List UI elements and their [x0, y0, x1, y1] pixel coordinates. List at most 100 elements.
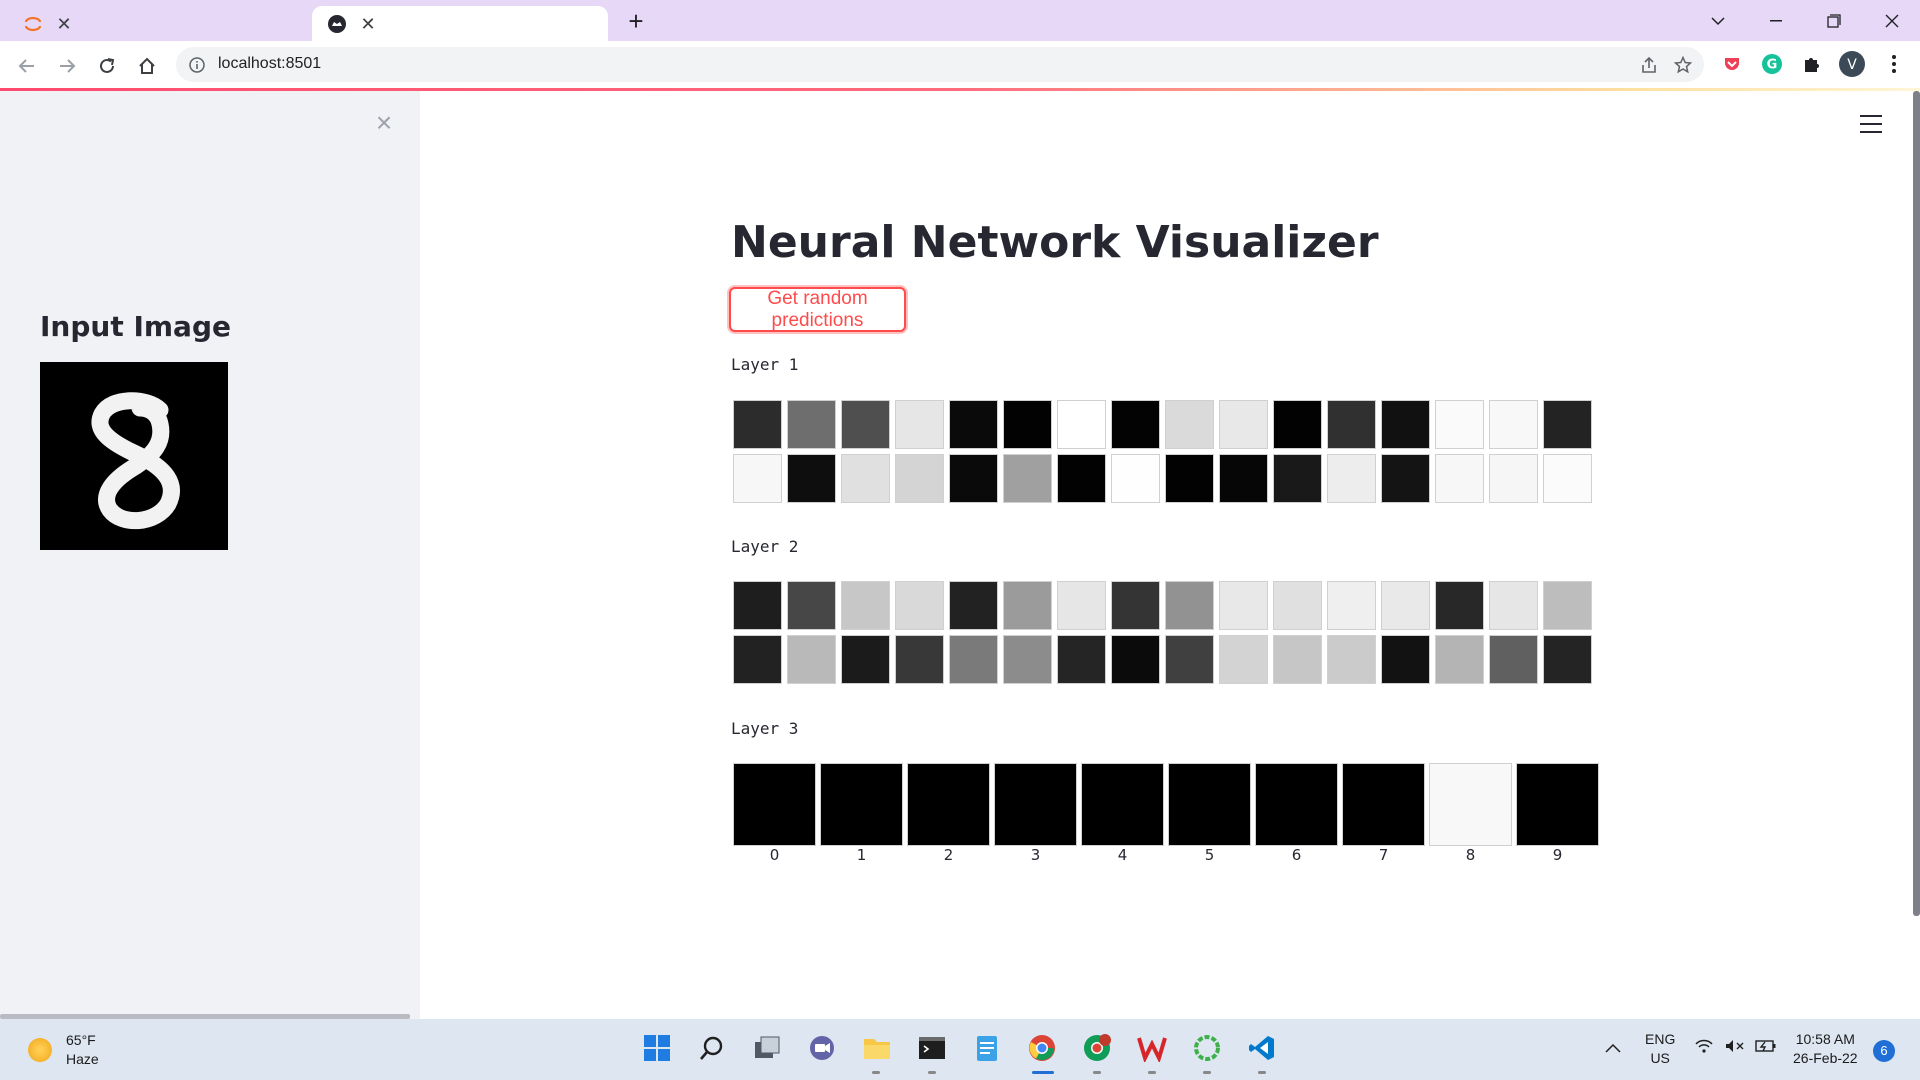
close-tab-icon[interactable]: ✕: [360, 13, 376, 34]
volume-muted-icon[interactable]: [1725, 1039, 1745, 1058]
chrome-icon[interactable]: [1025, 1031, 1059, 1065]
wifi-icon[interactable]: [1695, 1039, 1713, 1058]
forward-button[interactable]: [52, 51, 82, 81]
vscode-icon[interactable]: [1245, 1031, 1279, 1065]
neuron-activation-cell: [1273, 454, 1322, 503]
neuron-activation-cell: [949, 635, 998, 684]
clock[interactable]: 10:58 AM 26-Feb-22: [1793, 1030, 1858, 1068]
browser-toolbar: localhost:8501 G V: [0, 41, 1920, 89]
close-window-button[interactable]: [1864, 0, 1920, 41]
reload-button[interactable]: [92, 51, 122, 81]
sun-icon: [28, 1038, 52, 1062]
new-tab-button[interactable]: +: [628, 6, 644, 36]
output-activation-cell: [907, 763, 990, 846]
sidebar-scrollbar[interactable]: [0, 1014, 410, 1019]
neuron-activation-cell: [1219, 454, 1268, 503]
show-hidden-icons-icon[interactable]: [1605, 1039, 1621, 1058]
neuron-activation-cell: [1165, 454, 1214, 503]
tab-search-icon[interactable]: [1690, 0, 1746, 41]
neuron-activation-cell: [1165, 400, 1214, 449]
task-view-icon[interactable]: [750, 1031, 784, 1065]
neuron-activation-cell: [1273, 400, 1322, 449]
output-activation-cell: [1429, 763, 1512, 846]
output-neuron: 5: [1168, 763, 1251, 864]
tab-jupyterlab[interactable]: JupyterLab ✕: [8, 6, 589, 183]
output-digit-label: 9: [1552, 846, 1563, 864]
close-tab-icon[interactable]: ✕: [56, 13, 72, 34]
pocket-extension-icon[interactable]: [1719, 51, 1745, 77]
output-activation-cell: [1255, 763, 1338, 846]
running-indicator: [1148, 1071, 1156, 1074]
address-bar[interactable]: localhost:8501: [176, 47, 1704, 82]
bookmark-star-icon[interactable]: [1672, 54, 1694, 76]
neuron-activation-cell: [1327, 581, 1376, 630]
browser-menu-icon[interactable]: [1881, 51, 1907, 77]
windows-start-icon[interactable]: [640, 1031, 674, 1065]
output-neuron: 1: [820, 763, 903, 864]
neuron-activation-cell: [1327, 454, 1376, 503]
neuron-activation-cell: [1111, 581, 1160, 630]
home-button[interactable]: [132, 51, 162, 81]
grammarly-extension-icon[interactable]: G: [1759, 51, 1785, 77]
anaconda-icon[interactable]: [1190, 1031, 1224, 1065]
notepad-icon[interactable]: [970, 1031, 1004, 1065]
neuron-activation-cell: [895, 581, 944, 630]
neuron-activation-cell: [1219, 581, 1268, 630]
neuron-activation-cell: [895, 454, 944, 503]
output-neuron: 4: [1081, 763, 1164, 864]
neuron-activation-cell: [1489, 635, 1538, 684]
neuron-activation-cell: [949, 400, 998, 449]
tab-streamlit-app[interactable]: app · Streamlit ✕: [312, 6, 994, 183]
teams-chat-icon[interactable]: [805, 1031, 839, 1065]
language-indicator[interactable]: ENG US: [1645, 1030, 1675, 1068]
output-activation-cell: [1081, 763, 1164, 846]
neuron-activation-cell: [1003, 635, 1052, 684]
battery-icon[interactable]: [1755, 1039, 1777, 1058]
hamburger-menu-icon[interactable]: [1860, 115, 1882, 133]
weather-widget[interactable]: 65°F Haze: [28, 1031, 99, 1069]
output-digit-label: 6: [1291, 846, 1302, 864]
sidebar-close-icon[interactable]: ×: [375, 107, 393, 138]
neuron-activation-cell: [1165, 581, 1214, 630]
sidebar-heading: Input Image: [40, 310, 231, 343]
input-image: [40, 362, 228, 550]
main-scrollbar[interactable]: [1913, 91, 1920, 916]
output-neuron: 6: [1255, 763, 1338, 864]
page-progress-bar: [0, 88, 1920, 91]
output-activation-cell: [1516, 763, 1599, 846]
wps-office-icon[interactable]: [1135, 1031, 1169, 1065]
clock-time: 10:58 AM: [1795, 1031, 1855, 1047]
get-random-predictions-button[interactable]: Get random predictions: [729, 287, 906, 332]
profile-avatar[interactable]: V: [1839, 51, 1865, 77]
terminal-icon[interactable]: [915, 1031, 949, 1065]
neuron-activation-cell: [1057, 454, 1106, 503]
neuron-activation-cell: [1003, 454, 1052, 503]
output-digit-label: 1: [856, 846, 867, 864]
neuron-activation-cell: [1003, 581, 1052, 630]
output-activation-cell: [820, 763, 903, 846]
extensions-puzzle-icon[interactable]: [1799, 51, 1825, 77]
neuron-activation-cell: [1219, 635, 1268, 684]
neuron-activation-cell: [949, 581, 998, 630]
neuron-activation-cell: [1057, 635, 1106, 684]
neuron-activation-cell: [1165, 635, 1214, 684]
neuron-activation-cell: [787, 454, 836, 503]
neuron-activation-cell: [787, 400, 836, 449]
output-neuron: 8: [1429, 763, 1512, 864]
back-button[interactable]: [12, 51, 42, 81]
site-info-icon[interactable]: [186, 54, 208, 76]
output-activation-cell: [733, 763, 816, 846]
file-explorer-icon[interactable]: [860, 1031, 894, 1065]
neuron-activation-cell: [1381, 400, 1430, 449]
neuron-activation-cell: [1111, 400, 1160, 449]
neuron-activation-cell: [1543, 454, 1592, 503]
search-icon[interactable]: [695, 1031, 729, 1065]
neuron-activation-cell: [1435, 454, 1484, 503]
notification-badge[interactable]: 6: [1873, 1040, 1895, 1062]
restore-button[interactable]: [1806, 0, 1862, 41]
minimize-button[interactable]: [1748, 0, 1804, 41]
neuron-activation-cell: [1435, 400, 1484, 449]
chrome-profile-icon[interactable]: [1080, 1031, 1114, 1065]
share-icon[interactable]: [1638, 54, 1660, 76]
output-digit-label: 8: [1465, 846, 1476, 864]
